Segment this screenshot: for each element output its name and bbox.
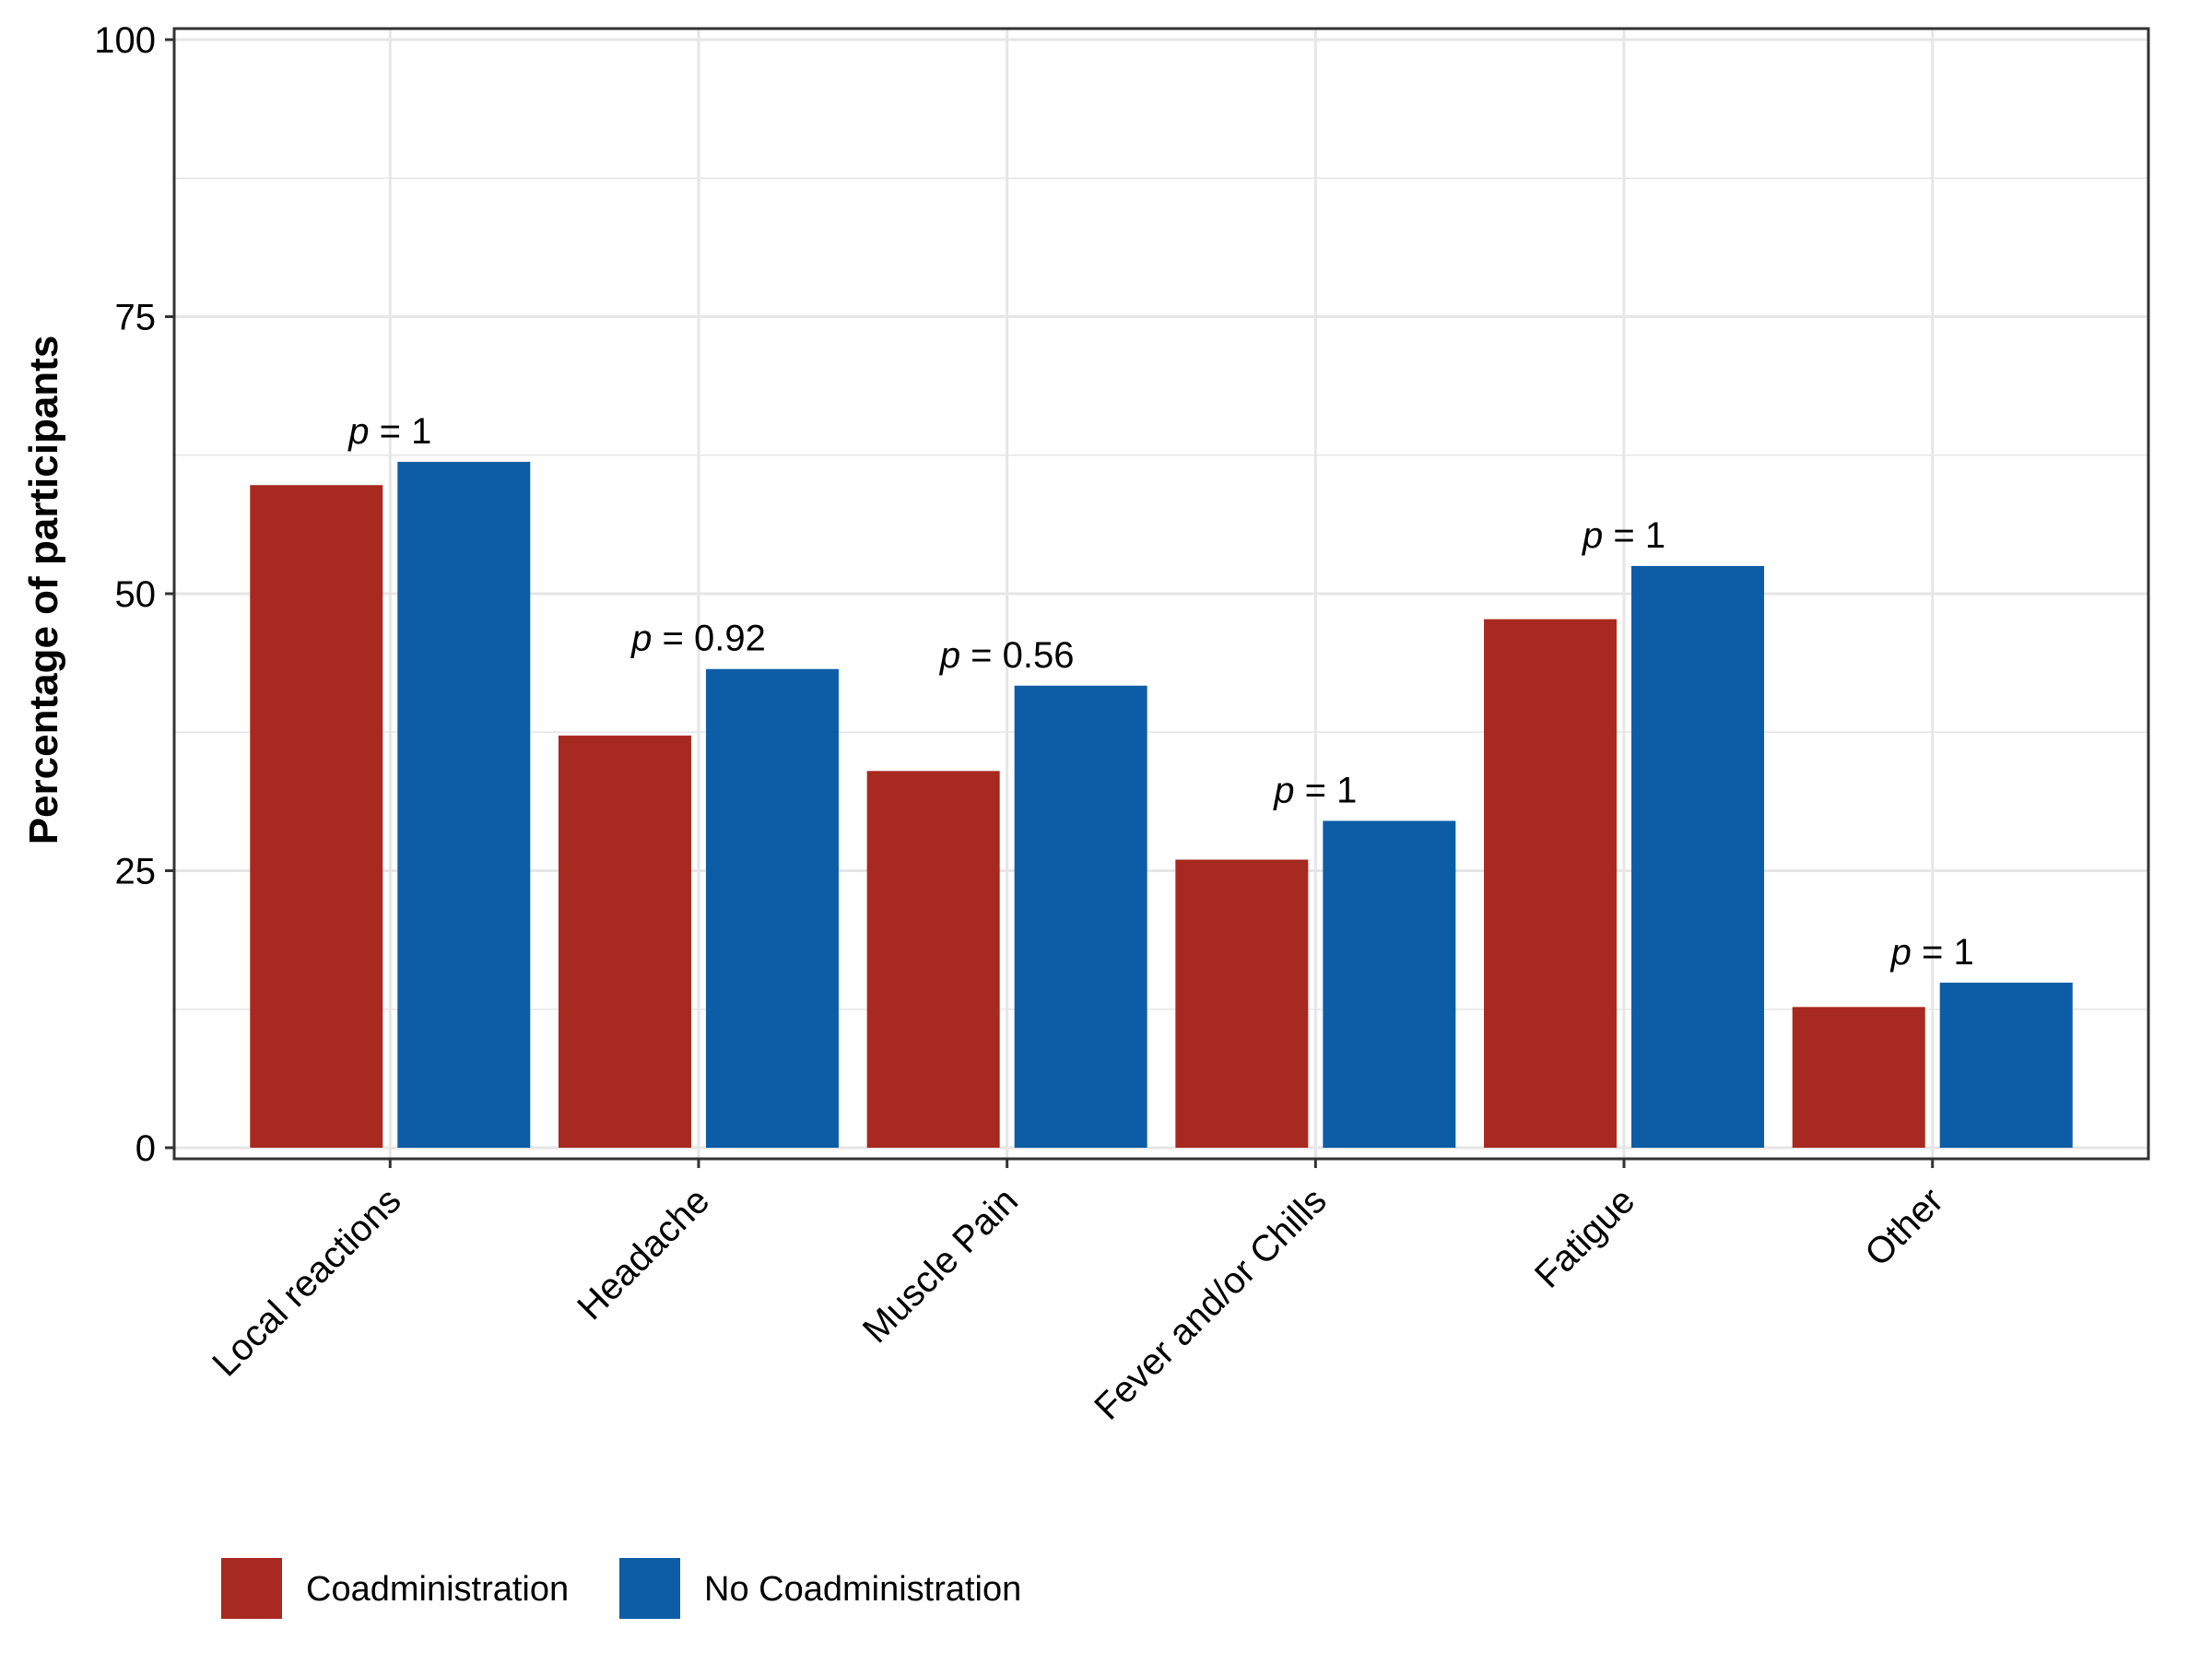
p-value: = 0.92 — [652, 619, 765, 659]
legend-label: No Coadministration — [704, 1570, 1021, 1609]
y-tick-label: 50 — [115, 574, 157, 615]
y-axis: 0 25 50 75 100 — [94, 20, 174, 1169]
bar-no-coadministration — [1939, 982, 2073, 1148]
p-value-label: p = 0.92 — [630, 619, 766, 659]
x-tick-label: Headache — [570, 1180, 717, 1328]
legend: Coadministration No Coadministration — [221, 1558, 1021, 1619]
x-tick-label: Other — [1857, 1180, 1951, 1274]
y-tick-label: 25 — [115, 851, 157, 891]
bar-no-coadministration — [1631, 565, 1765, 1148]
bar-coadministration — [1792, 1007, 1925, 1148]
x-tick-label: Local reactions — [205, 1180, 408, 1384]
bar-coadministration — [866, 771, 1000, 1148]
bar-coadministration — [558, 735, 691, 1148]
p-symbol: p — [630, 619, 652, 659]
p-value-annotations: p = 1p = 0.92 p = 0.56p = 1p = 1p = 1 — [347, 411, 1974, 973]
bar-coadministration — [1484, 619, 1618, 1148]
bar-coadministration — [1175, 859, 1309, 1148]
p-value-label: p = 0.56 — [939, 635, 1075, 676]
y-axis-title: Percentage of participants — [21, 336, 66, 845]
p-symbol: p — [1582, 515, 1603, 556]
p-value: = 1 — [1912, 932, 1974, 973]
bar-no-coadministration — [705, 668, 839, 1148]
p-value: = 1 — [369, 411, 431, 452]
x-tick-label: Fever and/or Chills — [1087, 1180, 1334, 1427]
p-value-label: p = 1 — [347, 411, 431, 452]
p-symbol: p — [939, 635, 960, 676]
y-tick-label: 100 — [94, 20, 156, 61]
y-tick-label: 0 — [135, 1128, 156, 1169]
y-tick-label: 75 — [115, 298, 157, 338]
p-symbol: p — [1273, 770, 1294, 810]
x-tick-label: Muscle Pain — [855, 1180, 1026, 1351]
p-value-label: p = 1 — [1890, 932, 1974, 973]
bar-no-coadministration — [1014, 685, 1147, 1148]
bar-no-coadministration — [1323, 820, 1456, 1148]
p-value: = 1 — [1603, 515, 1665, 556]
x-axis: Local reactions Headache Muscle Pain Fever … — [205, 1159, 1951, 1428]
legend-swatch — [221, 1558, 282, 1619]
legend-swatch — [619, 1558, 680, 1619]
p-value-label: p = 1 — [1582, 515, 1665, 556]
legend-label: Coadministration — [306, 1570, 569, 1609]
p-symbol: p — [1890, 932, 1912, 973]
p-value: = 1 — [1295, 770, 1358, 810]
p-symbol: p — [347, 411, 369, 452]
p-value-label: p = 1 — [1273, 770, 1357, 810]
p-value: = 0.56 — [960, 635, 1074, 676]
x-tick-label: Fatigue — [1527, 1180, 1642, 1295]
bar-no-coadministration — [397, 461, 531, 1148]
bar-coadministration — [250, 485, 383, 1148]
bars — [250, 461, 2073, 1148]
